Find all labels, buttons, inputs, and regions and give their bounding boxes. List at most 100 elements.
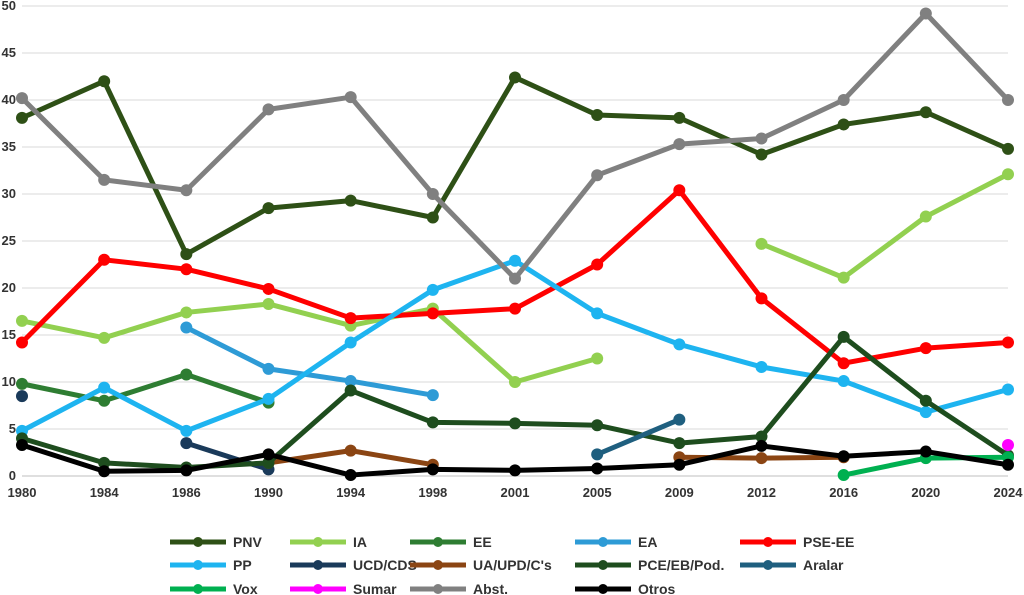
series-line [19,371,271,406]
series-line [19,301,600,385]
data-point [837,271,850,284]
data-point [755,132,768,145]
x-tick-label: 1986 [172,485,201,500]
data-point [509,302,521,315]
data-point [426,416,439,429]
legend-label: UA/UPD/C's [473,557,552,573]
plot-area [16,7,1014,482]
data-point [1002,458,1014,471]
legend-item: PNV [170,534,262,550]
data-point [837,375,850,388]
data-point [344,336,357,349]
data-point [16,314,28,327]
series-line [19,74,1011,257]
y-tick-label: 20 [2,280,16,295]
legend-marker [193,584,203,594]
legend-item: UCD/CDS [290,557,417,573]
data-point [98,381,111,394]
series-line [594,417,682,457]
series-line [759,171,1011,281]
data-point [837,450,850,463]
data-point [262,202,275,215]
series-pnv [16,71,1014,261]
data-point [98,465,111,478]
data-point [262,297,275,310]
data-point [180,248,193,261]
legend-item: PSE-EE [740,534,854,550]
data-point [591,307,604,320]
data-point [180,424,193,437]
data-point [755,439,768,452]
data-point [426,188,439,200]
data-point [755,148,768,161]
data-point [591,109,604,122]
data-point [673,458,686,471]
data-point [180,306,193,319]
data-point [673,437,686,450]
series-line [19,258,1011,434]
series-line [19,334,1011,471]
data-point [673,184,686,197]
data-point [426,389,439,402]
series-pse-ee [16,184,1014,370]
x-tick-label: 1994 [336,485,366,500]
data-point [98,75,111,88]
data-point [509,71,521,84]
x-tick-label: 2001 [501,485,530,500]
legend-label: Abst. [473,581,508,595]
legend-marker [313,537,323,547]
data-point [16,336,28,349]
data-point [509,376,521,388]
legend-marker [433,537,443,547]
legend-marker [313,584,323,594]
y-tick-label: 5 [9,421,16,436]
legend-marker [433,560,443,570]
data-point [755,292,768,305]
data-point [755,360,768,373]
data-point [344,375,357,388]
data-point [98,456,111,469]
data-point [919,445,932,458]
legend-item: Sumar [290,581,397,595]
data-point [509,272,521,285]
data-point [919,406,932,419]
legend-label: IA [353,534,367,550]
legend: PNV IA EE EA PSE-EE PP UCD/CDS UA/UPD/C's PCE/EB… [170,534,854,595]
data-point [98,253,111,266]
legend-item: EE [410,534,492,550]
legend-item: Aralar [740,557,844,573]
data-point [591,169,604,182]
legend-label: EA [638,534,657,550]
legend-label: Sumar [353,581,397,595]
data-point [673,138,686,151]
data-point [1002,168,1014,181]
legend-label: UCD/CDS [353,557,417,573]
legend-marker [433,584,443,594]
x-tick-label: 2020 [911,485,940,500]
legend-item: PCE/EB/Pod. [575,557,724,573]
legend-label: PSE-EE [803,534,854,550]
x-tick-label: 2005 [583,485,612,500]
axes: 0 5 10 15 20 25 30 35 40 45 50 1980 1984 1986 1990 1994… [2,0,1024,500]
data-point [755,430,768,443]
data-point [262,282,275,295]
series-line [183,324,436,398]
data-point [180,263,193,276]
data-point [426,283,439,296]
data-point [919,210,932,223]
y-tick-label: 30 [2,186,16,201]
data-point [98,173,111,186]
data-point [1002,336,1014,349]
data-point [16,438,28,451]
y-tick-label: 0 [9,468,16,483]
y-tick-label: 45 [2,45,16,60]
legend-marker [598,584,608,594]
series-otros [16,438,1014,482]
x-tick-label: 2009 [665,485,694,500]
data-point [262,456,275,469]
data-point [16,390,28,403]
data-point [262,392,275,405]
legend-label: PCE/EB/Pod. [638,557,724,573]
data-point [591,352,604,365]
y-tick-label: 25 [2,233,16,248]
